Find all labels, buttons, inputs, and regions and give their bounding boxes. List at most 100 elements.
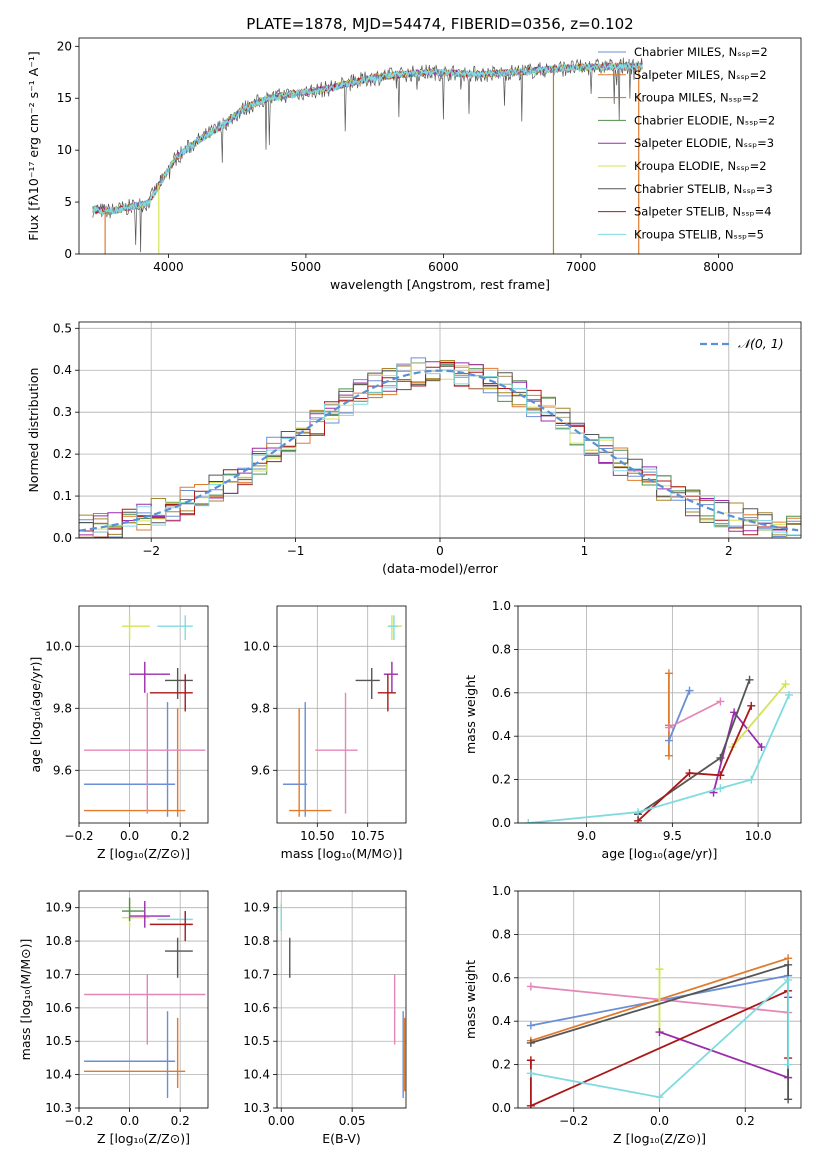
- y-tick-label: 10.0: [45, 639, 72, 653]
- series-line-chabrier_miles: [668, 690, 691, 741]
- data-point-marker: [784, 690, 793, 699]
- y-tick-label: 9.8: [251, 701, 270, 715]
- residuals-panel: −2 −1 0 1 2 0.0 0.1 0.2 0.3 0.4 0.5 (data-model)/er…: [26, 321, 802, 576]
- x-tick-label: 7000: [566, 260, 597, 274]
- legend-entry: Salpeter MILES, Nₛₛₚ=2: [634, 68, 767, 82]
- y-tick-label: 5: [64, 195, 72, 209]
- y-tick-label: 10.8: [243, 934, 270, 948]
- legend-entry: Salpeter STELIB, Nₛₛₚ=4: [634, 205, 772, 219]
- data-point-marker: [747, 775, 756, 784]
- legend-entry: 𝒩(0, 1): [738, 336, 784, 351]
- data-point-marker: [784, 975, 793, 984]
- y-tick-label: 0.5: [53, 321, 72, 335]
- y-tick-label: 10.5: [243, 1034, 270, 1048]
- spectrum-panel: 4000 5000 6000 7000 8000 0 5 10 15 20 wavelength […: [26, 15, 802, 292]
- z-age-panel: −0.2 0.0 0.2 9.6 9.8 10.0 Z [log₁₀(Z/Z⊙)] age […: [28, 605, 209, 861]
- x-axis-label: Z [log₁₀(Z/Z⊙)]: [613, 1131, 706, 1146]
- plot-area: [92, 57, 643, 254]
- histogram-salpeter_stelib: [79, 362, 801, 538]
- y-tick-label: 0.4: [53, 363, 72, 377]
- legend-entry: Chabrier STELIB, Nₛₛₚ=3: [634, 182, 773, 196]
- plot-area: [79, 357, 801, 538]
- data-point-marker: [664, 736, 673, 745]
- axes-frame: [517, 890, 802, 1109]
- data-point-marker: [784, 1095, 793, 1104]
- data-point-marker: [685, 769, 694, 778]
- data-point-marker: [524, 819, 533, 823]
- series-line-kroupa_elodie: [731, 683, 787, 748]
- axes-frame: [78, 37, 802, 255]
- x-axis-label: Z [log₁₀(Z/Z⊙)]: [97, 846, 190, 861]
- y-tick-label: 0.0: [53, 531, 72, 545]
- y-tick-label: 10.6: [243, 1001, 270, 1015]
- gaussian-curve: [79, 369, 799, 532]
- legend-entry: Chabrier ELODIE, Nₛₛₚ=2: [634, 113, 775, 127]
- x-tick-label: 10.0: [745, 829, 772, 843]
- y-tick-label: 0.0: [492, 816, 511, 830]
- x-axis-label: (data-model)/error: [382, 561, 499, 576]
- y-tick-label: 10.6: [45, 1001, 72, 1015]
- data-point-marker: [685, 686, 694, 695]
- y-axis-label: Normed distribution: [26, 368, 41, 493]
- y-tick-label: 10.7: [45, 967, 72, 981]
- y-tick-label: 9.8: [53, 701, 72, 715]
- y-tick-label: 10: [57, 143, 72, 157]
- data-point-marker: [655, 1028, 664, 1037]
- data-point-marker: [526, 1056, 535, 1065]
- data-point-marker: [747, 701, 756, 710]
- axes-frame: [78, 321, 802, 539]
- spectrum-line-chabrier_stelib: [92, 57, 643, 253]
- spectrum-line-kroupa_stelib: [92, 62, 643, 216]
- x-tick-label: 10.75: [351, 829, 385, 843]
- y-tick-label: 0.6: [492, 971, 511, 985]
- y-tick-label: 9.6: [251, 763, 270, 777]
- x-tick-label: 0.00: [268, 1114, 295, 1128]
- age-weight-panel: 9.0 9.5 10.0 0.0 0.2 0.4 0.6 0.8 1.0 age [log₁₀(a…: [463, 599, 802, 861]
- data-point-marker: [716, 697, 725, 706]
- data-point-marker: [716, 784, 725, 793]
- y-tick-label: 10.3: [243, 1101, 270, 1115]
- x-tick-label: 5000: [291, 260, 322, 274]
- series-line-salpeter_stelib: [637, 705, 753, 822]
- y-axis-label: mass weight: [463, 675, 478, 754]
- series-line-extra_pink: [668, 700, 721, 729]
- y-axis-label: mass [log₁₀(M/M⊙)]: [18, 939, 33, 1061]
- axes-frame: [78, 605, 209, 824]
- spectrum-line-chabrier_elodie: [92, 61, 643, 215]
- y-axis-label: mass weight: [463, 960, 478, 1039]
- z-weight-panel: −0.2 0.0 0.2 0.0 0.2 0.4 0.6 0.8 1.0 Z [log₁₀(Z/Z…: [463, 884, 802, 1146]
- x-tick-label: 10.50: [300, 829, 334, 843]
- spectrum-line-kroupa_miles: [92, 61, 643, 215]
- y-tick-label: 0.3: [53, 405, 72, 419]
- y-tick-label: 10.5: [45, 1034, 72, 1048]
- x-axis-label: wavelength [Angstrom, rest frame]: [330, 277, 550, 292]
- y-tick-label: 20: [57, 39, 72, 53]
- y-tick-label: 0: [64, 247, 72, 261]
- x-tick-label: 9.5: [663, 829, 682, 843]
- y-axis-label: age [log₁₀(age/yr)]: [28, 657, 43, 773]
- data-point-marker: [716, 771, 725, 780]
- axes-frame: [276, 890, 407, 1109]
- x-tick-label: 0.2: [171, 1114, 190, 1128]
- spectrum-line-salpeter_stelib: [92, 61, 643, 215]
- x-axis-label: mass [log₁₀(M/M⊙)]: [281, 846, 403, 861]
- legend-entry: Kroupa MILES, Nₛₛₚ=2: [634, 91, 759, 105]
- series-line-kroupa_stelib: [528, 694, 790, 823]
- x-tick-label: 2: [725, 544, 733, 558]
- data-point-marker: [716, 753, 725, 762]
- axes-frame: [78, 890, 209, 1109]
- y-tick-label: 10.3: [45, 1101, 72, 1115]
- x-tick-label: 1: [581, 544, 589, 558]
- mass-age-panel: 10.50 10.75 9.6 9.8 10.0 mass [log₁₀(M/M⊙)]: [243, 605, 407, 861]
- y-tick-label: 10.4: [45, 1068, 72, 1082]
- plot-area: [84, 615, 206, 817]
- data-point-marker: [526, 982, 535, 991]
- x-tick-label: 6000: [428, 260, 459, 274]
- data-point-marker: [526, 1038, 535, 1047]
- data-point-marker: [784, 1060, 793, 1069]
- plot-area: [524, 669, 793, 823]
- y-tick-label: 1.0: [492, 599, 511, 613]
- x-tick-label: −0.2: [64, 1114, 93, 1128]
- data-point-marker: [655, 1093, 664, 1102]
